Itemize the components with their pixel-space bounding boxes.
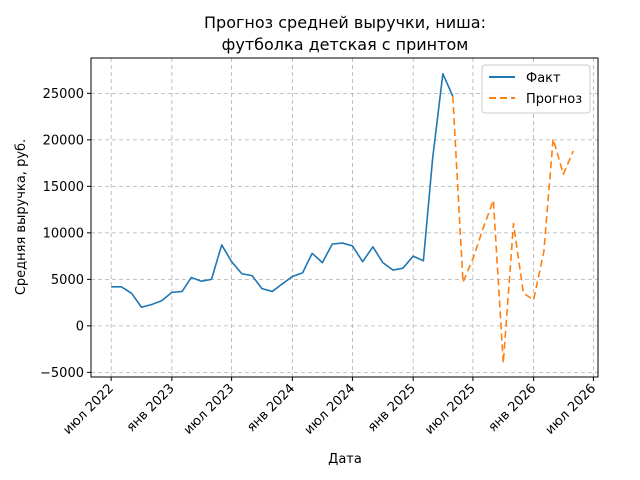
chart-title-line-1: Прогноз средней выручки, ниша: bbox=[204, 13, 486, 32]
legend-label-forecast: Прогноз bbox=[526, 92, 582, 107]
series-lines bbox=[111, 73, 574, 364]
x-tick-label: янв 2023 bbox=[124, 381, 178, 435]
y-axis-label: Средняя выручка, руб. bbox=[14, 139, 29, 295]
x-tick-label: июл 2024 bbox=[302, 381, 359, 438]
legend-label-fact: Факт bbox=[526, 71, 561, 86]
series-line-forecast bbox=[451, 96, 574, 364]
x-tick-label: июл 2023 bbox=[181, 381, 238, 438]
x-axis-label: Дата bbox=[328, 452, 362, 467]
x-tick-label: янв 2025 bbox=[365, 381, 419, 435]
y-tick-label: 25000 bbox=[43, 87, 84, 102]
legend: Факт Прогноз bbox=[481, 64, 591, 114]
x-tick-label: июл 2025 bbox=[422, 381, 479, 438]
y-tick-label: 0 bbox=[76, 319, 84, 334]
y-tick-label: 5000 bbox=[51, 273, 84, 288]
x-tick-label: июл 2026 bbox=[543, 381, 600, 438]
axis-ticks: июл 2022 янв 2023 июл 2023 янв 2024 июл 2024… bbox=[40, 87, 599, 438]
chart-title-line-2: футболка детская с принтом bbox=[222, 35, 469, 54]
x-tick-label: янв 2026 bbox=[486, 381, 540, 435]
plot-frame bbox=[90, 57, 599, 378]
series-line-fact bbox=[111, 73, 454, 309]
grid bbox=[91, 58, 598, 377]
y-tick-label: 10000 bbox=[43, 226, 84, 241]
x-tick-label: янв 2024 bbox=[244, 381, 298, 435]
x-tick-label: июл 2022 bbox=[60, 381, 117, 438]
y-tick-label: 15000 bbox=[43, 180, 84, 195]
y-tick-label: −5000 bbox=[40, 366, 84, 381]
y-tick-label: 20000 bbox=[43, 133, 84, 148]
